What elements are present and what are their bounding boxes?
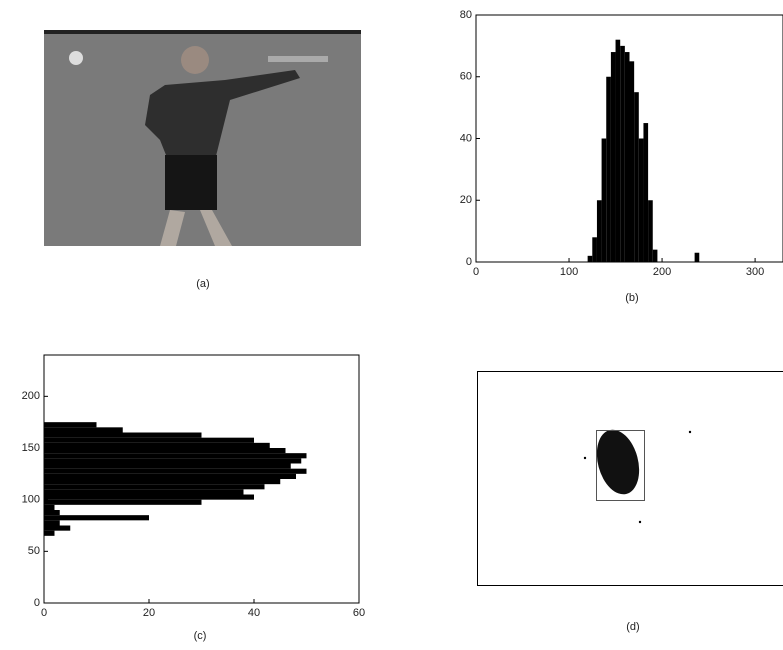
bar (44, 510, 60, 515)
x-tick-label: 100 (560, 266, 578, 278)
bar (44, 489, 244, 494)
x-tick-label: 0 (473, 266, 479, 278)
caption: (d) (626, 621, 639, 633)
noise (689, 431, 691, 433)
bar (44, 433, 202, 438)
y-tick-label: 0 (34, 597, 40, 609)
x-tick-label: 200 (653, 266, 671, 278)
bar (44, 515, 149, 520)
bar (44, 464, 291, 469)
caption: (a) (196, 278, 209, 290)
bar (44, 531, 55, 536)
bar (44, 469, 307, 474)
bar (44, 526, 70, 531)
logo (69, 51, 83, 65)
bar (620, 46, 625, 262)
y-tick-label: 80 (460, 9, 472, 21)
y-tick-label: 50 (28, 545, 40, 557)
x-tick-label: 60 (353, 607, 365, 619)
bar (44, 474, 296, 479)
x-tick-label: 20 (143, 607, 155, 619)
noise (639, 521, 641, 523)
overlay-text (268, 56, 328, 62)
bar (44, 479, 280, 484)
y-tick-label: 100 (22, 494, 40, 506)
bar (639, 139, 644, 263)
bar (625, 52, 630, 262)
head (181, 46, 209, 74)
y-tick-label: 40 (460, 132, 472, 144)
bar (44, 484, 265, 489)
bar (648, 200, 653, 262)
x-tick-label: 0 (41, 607, 47, 619)
bar (634, 92, 639, 262)
bar (602, 139, 607, 263)
bar (44, 448, 286, 453)
bar (695, 253, 700, 262)
bar (44, 458, 301, 463)
y-tick-label: 20 (460, 194, 472, 206)
bar (44, 422, 97, 427)
bar (588, 256, 593, 262)
y-tick-label: 200 (22, 390, 40, 402)
bar (44, 438, 254, 443)
photo-border (44, 30, 361, 34)
bar (44, 500, 202, 505)
bar (592, 237, 597, 262)
caption: (c) (194, 630, 207, 642)
bar (44, 520, 60, 525)
bar (44, 427, 123, 432)
x-tick-label: 300 (746, 266, 764, 278)
y-tick-label: 150 (22, 442, 40, 454)
bar (606, 77, 611, 262)
x-tick-label: 40 (248, 607, 260, 619)
y-tick-label: 60 (460, 71, 472, 83)
bar (653, 250, 658, 262)
noise (584, 457, 586, 459)
caption: (b) (625, 292, 638, 304)
bar (44, 453, 307, 458)
bar (44, 495, 254, 500)
bar (44, 505, 55, 510)
bar (630, 61, 635, 262)
figure: (a) (d) 0 100 200 300 0 20 40 60 80 (b) 0 20 40 60 0 50… (0, 0, 783, 650)
bar (611, 52, 616, 262)
bar (44, 443, 270, 448)
bar (597, 200, 602, 262)
photo-panel (44, 30, 361, 246)
mask-panel (478, 372, 783, 586)
shorts (165, 155, 217, 210)
bar (643, 123, 648, 262)
bar (616, 40, 621, 262)
y-tick-label: 0 (466, 256, 472, 268)
